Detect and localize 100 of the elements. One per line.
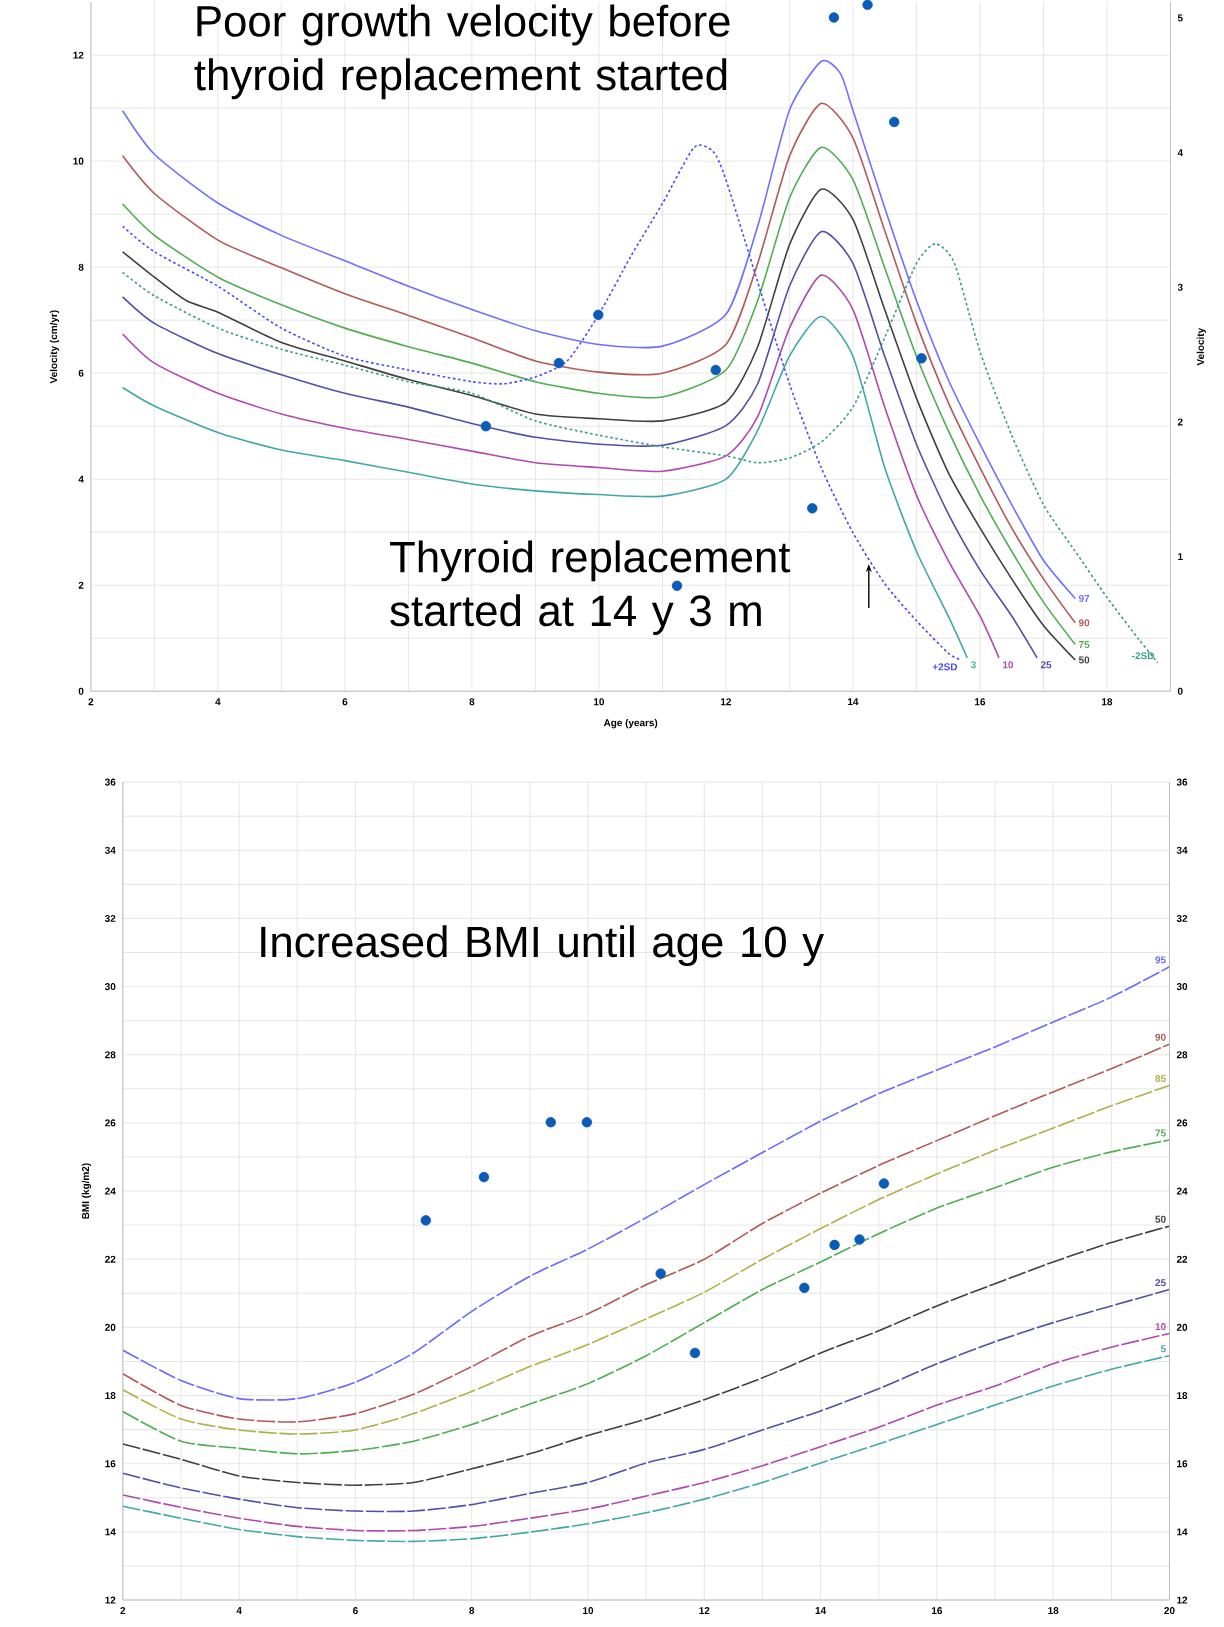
x-tick-label: 12 xyxy=(699,1607,710,1614)
x-tick-label: 8 xyxy=(469,698,475,706)
point xyxy=(581,1117,592,1128)
y2-tick-label: 24 xyxy=(1176,1187,1188,1195)
y-tick-label: 32 xyxy=(104,914,116,922)
x-tick-label: 6 xyxy=(342,698,348,706)
series-label: 50 xyxy=(1078,656,1090,664)
point xyxy=(862,0,873,10)
y2-tick-label: 12 xyxy=(1176,1596,1187,1604)
point xyxy=(420,1215,431,1226)
series-label: 85 xyxy=(1155,1074,1166,1083)
y2-tick-label: 18 xyxy=(1176,1392,1188,1400)
x-tick-label: 14 xyxy=(847,698,859,706)
point xyxy=(710,364,721,376)
series-label: 75 xyxy=(1155,1129,1166,1137)
x-tick-label: 8 xyxy=(469,1607,474,1615)
point xyxy=(545,1117,556,1128)
x-tick-label: 2 xyxy=(120,1607,126,1614)
y-tick-label: 12 xyxy=(105,1596,116,1604)
y2-tick-label: 32 xyxy=(1176,914,1187,922)
y2-tick-label: 26 xyxy=(1176,1119,1188,1127)
y2-tick-label: 36 xyxy=(1176,778,1188,786)
y-tick-label: 36 xyxy=(104,778,116,786)
x-tick-label: 10 xyxy=(593,698,604,706)
x-tick-label: 12 xyxy=(720,698,731,706)
y-tick-label: 14 xyxy=(105,1528,116,1536)
series-label: 50 xyxy=(1155,1215,1166,1223)
y2-tick-label: 22 xyxy=(1176,1255,1187,1263)
series-label: +2SD xyxy=(932,663,957,671)
line-series xyxy=(122,1332,1170,1532)
y-tick-label: 16 xyxy=(105,1460,116,1468)
y-tick-label: 8 xyxy=(78,263,84,271)
y2-tick-label: 30 xyxy=(1176,983,1187,991)
x-tick-label: 18 xyxy=(1101,698,1113,706)
series-label: 90 xyxy=(1155,1033,1166,1041)
series-label: 95 xyxy=(1155,956,1166,964)
y2-tick-label: 16 xyxy=(1176,1460,1188,1468)
series-label: 97 xyxy=(1078,594,1090,602)
y2-tick-label: 34 xyxy=(1176,846,1188,854)
point xyxy=(878,1178,889,1189)
point xyxy=(655,1268,666,1279)
y-tick-label: 6 xyxy=(78,369,84,377)
point xyxy=(478,1171,489,1183)
series-label: 25 xyxy=(1155,1279,1166,1287)
point xyxy=(553,357,564,369)
y-tick-label: 28 xyxy=(104,1051,116,1059)
point xyxy=(854,1234,865,1245)
y2-tick-label: 4 xyxy=(1177,149,1183,157)
x-tick-label: 16 xyxy=(931,1607,942,1615)
series-label: 5 xyxy=(1160,1345,1166,1353)
x-tick-label: 2 xyxy=(88,698,94,706)
series-label: 10 xyxy=(1155,1323,1166,1331)
x-tick-label: 10 xyxy=(582,1607,593,1615)
line-series xyxy=(122,1354,1170,1543)
y-tick-label: 30 xyxy=(104,983,116,991)
y2-axis-title: Velocity xyxy=(1196,327,1206,366)
y-tick-label: 22 xyxy=(104,1255,116,1263)
line-series xyxy=(122,1139,1170,1455)
series-label: -2SD xyxy=(1131,652,1154,660)
x-axis-title: Age (years) xyxy=(603,718,658,729)
point xyxy=(829,1239,840,1251)
x-tick-label: 6 xyxy=(352,1607,358,1615)
y-tick-label: 34 xyxy=(104,846,116,854)
y2-tick-label: 28 xyxy=(1176,1051,1188,1059)
y-tick-label: 12 xyxy=(73,51,84,59)
y2-tick-label: 14 xyxy=(1176,1528,1188,1536)
y-tick-label: 18 xyxy=(105,1392,116,1400)
x-tick-label: 20 xyxy=(1164,1607,1175,1615)
point xyxy=(828,12,839,23)
x-tick-label: 14 xyxy=(815,1607,826,1614)
series-label: 75 xyxy=(1078,641,1090,649)
point xyxy=(798,1282,810,1294)
y2-tick-label: 0 xyxy=(1177,687,1183,695)
line-series xyxy=(122,1288,1170,1513)
y2-tick-label: 20 xyxy=(1176,1323,1187,1331)
y-tick-label: 24 xyxy=(104,1187,116,1195)
line-series xyxy=(122,966,1170,1401)
series-label: 10 xyxy=(1002,661,1013,669)
y-tick-label: 10 xyxy=(73,157,84,165)
y-axis-title: BMI (kg/m2) xyxy=(81,1163,91,1219)
y-tick-label: 20 xyxy=(104,1323,116,1331)
annotation: Poor growth velocity before thyroid replacement started xyxy=(194,4,730,100)
y-tick-label: 4 xyxy=(78,475,84,483)
y2-tick-label: 2 xyxy=(1177,418,1183,426)
annotation: Increased BMI until age 10 y xyxy=(261,925,824,967)
annotation: Thyroid replacement started at 14 y 3 m xyxy=(389,540,790,635)
x-tick-label: 4 xyxy=(236,1607,242,1614)
point xyxy=(689,1347,700,1359)
series-label: 25 xyxy=(1040,661,1052,669)
y-tick-label: 0 xyxy=(78,687,84,695)
point xyxy=(592,309,604,321)
y2-tick-label: 3 xyxy=(1177,283,1183,291)
series-label: 3 xyxy=(970,661,976,669)
point xyxy=(916,353,927,364)
point xyxy=(806,503,818,514)
point xyxy=(888,116,900,128)
x-tick-label: 18 xyxy=(1048,1607,1059,1615)
y-tick-label: 26 xyxy=(104,1119,116,1127)
point xyxy=(480,420,491,432)
y-axis-title: Velocity (cm/yr) xyxy=(49,310,59,384)
